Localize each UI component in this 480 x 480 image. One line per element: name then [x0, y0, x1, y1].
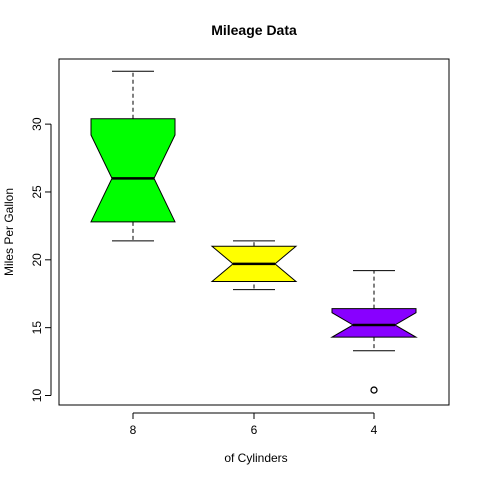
y-tick-label-25: 25 — [30, 185, 44, 199]
box-body-8 — [90, 118, 176, 223]
y-axis-label: Miles Per Gallon — [2, 188, 16, 276]
y-tick-label-10: 10 — [30, 389, 44, 403]
x-tick-label-8: 8 — [130, 423, 137, 437]
boxes-group — [90, 70, 418, 394]
box-8 — [90, 70, 176, 242]
y-tick-label-30: 30 — [30, 117, 44, 131]
x-axis-label: of Cylinders — [224, 451, 287, 465]
x-tick-label-6: 6 — [251, 423, 258, 437]
y-axis: 10 15 20 25 30 — [30, 117, 52, 403]
plot-frame — [58, 58, 450, 406]
x-tick-label-4: 4 — [371, 423, 378, 437]
y-tick-label-15: 15 — [30, 321, 44, 335]
y-tick-label-20: 20 — [30, 253, 44, 267]
chart-title: Mileage Data — [211, 22, 297, 38]
outlier-4-0 — [370, 386, 378, 394]
box-4 — [330, 270, 418, 394]
box-body-4 — [330, 308, 418, 338]
x-axis: 8 6 4 — [130, 412, 378, 437]
box-6 — [210, 240, 298, 291]
